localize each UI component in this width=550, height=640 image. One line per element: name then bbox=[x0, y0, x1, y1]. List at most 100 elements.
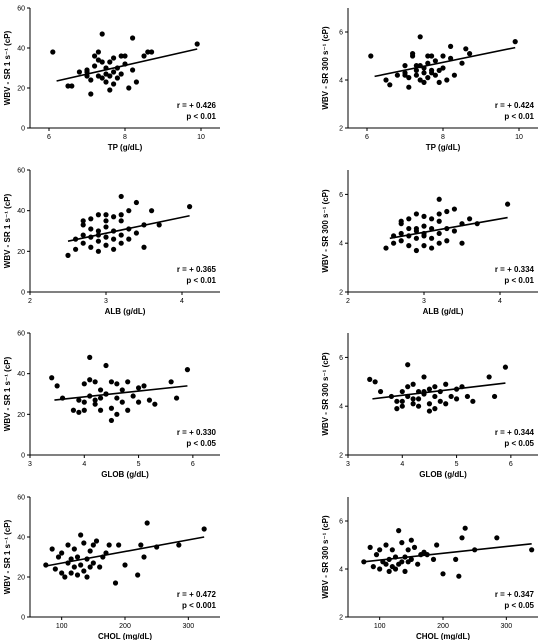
data-point bbox=[367, 376, 373, 382]
data-point bbox=[145, 49, 151, 55]
y-tick-label: 0 bbox=[21, 290, 25, 297]
data-point bbox=[459, 240, 465, 246]
data-point bbox=[387, 82, 393, 88]
x-tick-label: 6 bbox=[47, 134, 51, 141]
x-tick-label: 8 bbox=[441, 134, 445, 141]
data-point bbox=[399, 388, 405, 395]
data-point bbox=[406, 75, 412, 81]
y-axis-label: WBV - SR 1 s⁻¹ (cP) bbox=[3, 30, 12, 105]
correlation-coefficient: r = + 0.330 bbox=[177, 428, 217, 437]
data-point bbox=[486, 374, 492, 380]
data-point bbox=[444, 77, 450, 83]
p-value: p < 0.05 bbox=[504, 601, 534, 610]
x-axis-label: TP (g/dL) bbox=[426, 143, 461, 152]
data-point bbox=[111, 81, 117, 87]
data-point bbox=[108, 379, 115, 385]
data-point bbox=[402, 72, 408, 78]
data-point bbox=[118, 240, 124, 246]
data-point bbox=[135, 572, 141, 578]
data-point bbox=[406, 216, 412, 222]
p-value: p < 0.05 bbox=[504, 439, 534, 448]
data-point bbox=[78, 532, 84, 538]
data-point bbox=[97, 395, 104, 401]
data-point bbox=[398, 230, 404, 237]
data-point bbox=[361, 559, 367, 565]
data-point bbox=[432, 58, 438, 64]
x-tick-label: 8 bbox=[123, 134, 127, 141]
y-tick-label: 4 bbox=[339, 404, 343, 411]
data-point bbox=[55, 554, 62, 560]
data-point bbox=[87, 564, 93, 570]
y-axis-label: WBV - SR 300 s⁻¹ (cP) bbox=[321, 515, 330, 599]
data-point bbox=[173, 395, 180, 401]
data-point bbox=[88, 91, 94, 97]
data-point bbox=[413, 247, 419, 254]
data-point bbox=[107, 73, 113, 79]
y-tick-label: 4 bbox=[339, 241, 343, 248]
data-point bbox=[201, 526, 207, 532]
data-point bbox=[152, 401, 158, 407]
data-point bbox=[80, 240, 86, 246]
x-axis-label: TP (g/dL) bbox=[108, 143, 143, 152]
y-tick-label: 6 bbox=[339, 192, 343, 199]
x-tick-label: 3 bbox=[422, 298, 426, 305]
regression-line bbox=[374, 46, 516, 78]
data-point bbox=[367, 544, 373, 551]
data-point bbox=[444, 208, 450, 215]
data-point bbox=[456, 573, 462, 579]
data-point bbox=[434, 542, 440, 548]
data-point bbox=[429, 225, 435, 232]
x-tick-label: 100 bbox=[56, 623, 68, 630]
scatter-panel-7: 0 20 40 60 100 200 300 CHOL (mg/dL) WBV - SR 1 s… bbox=[3, 495, 220, 640]
data-point bbox=[111, 69, 117, 75]
data-point bbox=[451, 206, 457, 212]
data-point bbox=[141, 244, 147, 250]
y-tick-label: 20 bbox=[17, 86, 25, 93]
p-value: p < 0.01 bbox=[504, 112, 534, 121]
data-point bbox=[410, 396, 416, 402]
data-point bbox=[52, 566, 58, 572]
data-point bbox=[429, 245, 435, 251]
regression-line bbox=[372, 382, 506, 400]
data-point bbox=[107, 59, 113, 65]
data-point bbox=[114, 395, 120, 401]
data-point bbox=[71, 546, 77, 552]
data-point bbox=[99, 31, 105, 37]
data-point bbox=[50, 49, 56, 55]
data-point bbox=[464, 393, 471, 400]
data-point bbox=[448, 43, 454, 50]
data-point bbox=[114, 411, 120, 417]
data-point bbox=[448, 393, 454, 400]
data-point bbox=[126, 208, 132, 214]
data-point bbox=[425, 75, 431, 81]
data-point bbox=[436, 79, 442, 85]
data-point bbox=[118, 232, 124, 238]
x-axis-label: CHOL (mg/dL) bbox=[98, 632, 152, 640]
data-point bbox=[436, 218, 442, 224]
data-point bbox=[383, 561, 389, 567]
y-tick-label: 0 bbox=[21, 126, 25, 133]
data-point bbox=[107, 87, 113, 93]
data-point bbox=[80, 218, 86, 224]
data-point bbox=[413, 211, 419, 217]
data-point bbox=[453, 396, 460, 402]
data-point bbox=[436, 230, 442, 237]
data-point bbox=[413, 225, 419, 232]
data-point bbox=[399, 398, 405, 404]
data-point bbox=[68, 556, 74, 562]
data-point bbox=[459, 535, 465, 541]
data-point bbox=[448, 55, 454, 62]
data-point bbox=[176, 542, 182, 548]
data-point bbox=[119, 387, 125, 393]
data-point bbox=[377, 547, 383, 553]
data-point bbox=[410, 381, 416, 387]
data-point bbox=[103, 242, 109, 248]
data-point bbox=[71, 564, 77, 570]
data-point bbox=[95, 49, 101, 55]
y-tick-label: 0 bbox=[21, 615, 25, 622]
x-tick-label: 4 bbox=[498, 298, 502, 305]
data-point bbox=[106, 542, 112, 548]
data-point bbox=[88, 226, 94, 232]
x-tick-label: 4 bbox=[400, 461, 404, 468]
data-point bbox=[426, 408, 433, 414]
